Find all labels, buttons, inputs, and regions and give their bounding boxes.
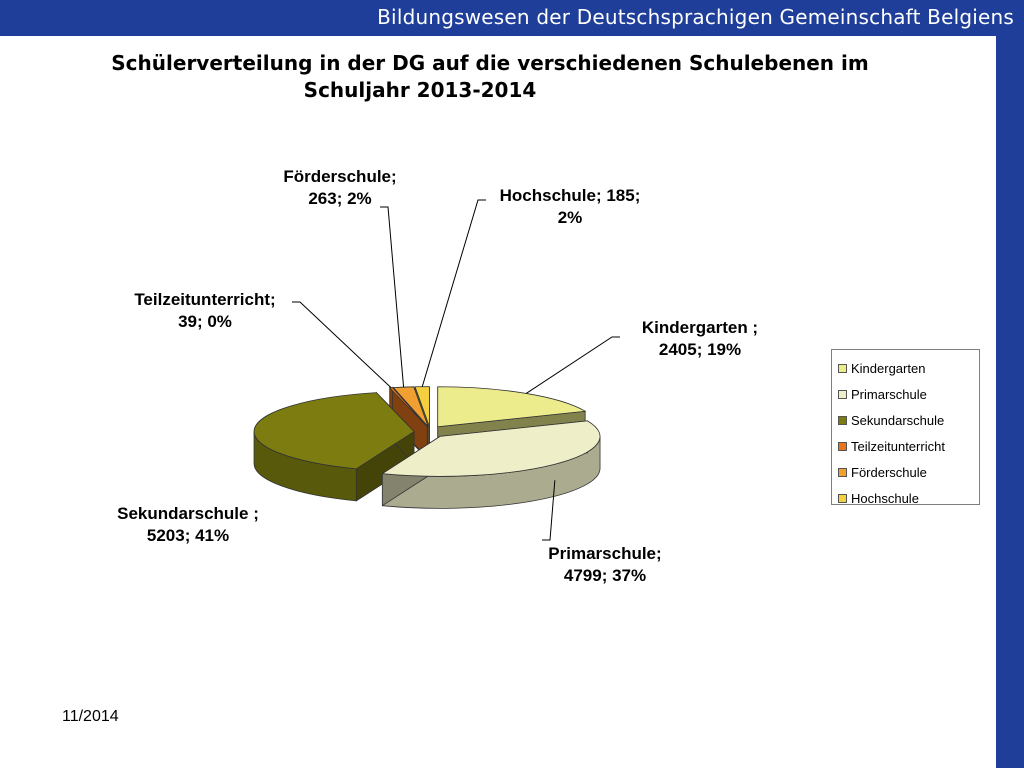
legend-item-kindergarten: Kindergarten: [832, 355, 979, 381]
data-label-sekundarschule: 5203; 41%: [147, 526, 229, 545]
footer-date: 11/2014: [62, 708, 119, 725]
chart-legend: Kindergarten Primarschule Sekundarschule Te…: [831, 349, 980, 506]
legend-label: Primarschule: [851, 386, 927, 402]
pie-slice-teilzeitunterricht: [388, 386, 428, 460]
chart-title: Schülerverteilung in der DG auf die vers…: [40, 50, 940, 104]
legend-swatch: [838, 493, 847, 503]
leader-line-kindergarten: [525, 336, 620, 394]
leader-line-förderschule: [380, 206, 405, 388]
legend-item-teilzeitunterricht: Teilzeitunterricht: [832, 433, 979, 459]
data-label-sekundarschule: Sekundarschule ;: [117, 504, 259, 523]
legend-item-sekundarschule: Sekundarschule: [832, 407, 979, 433]
chart-title-line2: Schuljahr 2013-2014: [303, 78, 537, 102]
data-label-förderschule: 263; 2%: [308, 189, 371, 208]
pie-slice-sekundarschule: [253, 391, 415, 502]
data-label-hochschule: Hochschule; 185;: [500, 186, 641, 205]
leader-line-hochschule: [421, 199, 486, 387]
pie-slice-primarschule: [381, 420, 601, 509]
legend-label: Kindergarten: [851, 360, 926, 376]
data-label-primarschule: Primarschule;: [548, 544, 661, 563]
legend-item-hochschule: Hochschule: [832, 485, 979, 511]
legend-label: Sekundarschule: [851, 412, 945, 428]
data-label-förderschule: Förderschule;: [283, 167, 396, 186]
legend-label: Hochschule: [851, 490, 919, 506]
legend-item-primarschule: Primarschule: [832, 381, 979, 407]
data-label-primarschule: 4799; 37%: [564, 566, 646, 585]
side-bar: [996, 36, 1024, 768]
legend-swatch: [838, 467, 847, 477]
legend-swatch: [838, 363, 847, 373]
legend-swatch: [838, 389, 847, 399]
data-label-teilzeitunterricht: Teilzeitunterricht;: [134, 290, 275, 309]
header-title: Bildungswesen der Deutschsprachigen Geme…: [377, 5, 1014, 29]
data-label-kindergarten: Kindergarten ;: [642, 318, 758, 337]
legend-label: Teilzeitunterricht: [851, 438, 945, 454]
data-label-kindergarten: 2405; 19%: [659, 340, 741, 359]
legend-label: Förderschule: [851, 464, 927, 480]
data-label-hochschule: 2%: [558, 208, 583, 227]
data-label-teilzeitunterricht: 39; 0%: [178, 312, 232, 331]
header-bar: Bildungswesen der Deutschsprachigen Geme…: [0, 0, 1024, 36]
legend-swatch: [838, 441, 847, 451]
legend-item-förderschule: Förderschule: [832, 459, 979, 485]
leader-line-teilzeitunterricht: [292, 301, 392, 389]
leader-line-primarschule: [542, 480, 556, 541]
chart-title-line1: Schülerverteilung in der DG auf die vers…: [111, 51, 869, 75]
legend-swatch: [838, 415, 847, 425]
